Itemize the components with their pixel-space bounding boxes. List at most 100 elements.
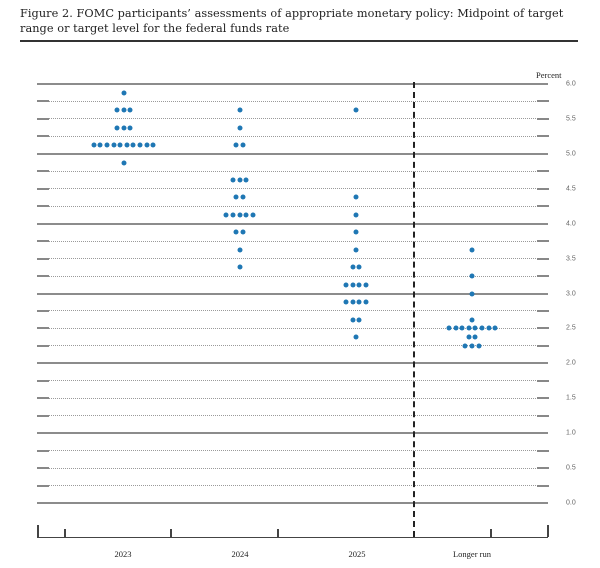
y-tick-mark: [537, 135, 549, 138]
gridline-major: [37, 502, 548, 504]
participant-dot: [111, 142, 117, 148]
participant-dot: [121, 90, 126, 96]
participant-dot: [237, 107, 242, 113]
y-tick-mark: [537, 240, 549, 243]
y-tick-mark: [37, 449, 49, 452]
gridline-minor: [37, 100, 548, 102]
y-tick-mark: [537, 327, 549, 330]
participant-dot: [353, 212, 359, 218]
participant-dot: [124, 142, 130, 148]
gridline-minor: [37, 467, 548, 469]
participant-dot: [469, 317, 475, 323]
participant-dot: [121, 160, 126, 166]
y-tick-label: 4.5: [566, 185, 576, 193]
gridline-minor: [37, 380, 548, 382]
participant-dot: [233, 229, 239, 235]
participant-dot: [469, 291, 475, 296]
gridline-major: [37, 152, 548, 155]
gridline-major: [37, 292, 548, 295]
y-tick-mark: [37, 309, 49, 312]
participant-dot: [446, 325, 452, 331]
y-tick-label: 3.5: [566, 255, 576, 263]
participant-dot: [350, 299, 356, 305]
participant-dot: [237, 247, 242, 253]
participant-dot: [472, 325, 478, 331]
gridline-minor: [37, 118, 548, 120]
participant-dot: [353, 229, 359, 235]
y-tick-mark: [37, 327, 49, 330]
participant-dot: [353, 334, 359, 340]
x-tick-mark: [277, 529, 279, 537]
participant-dot: [462, 343, 468, 349]
y-tick-label: 0.0: [566, 499, 576, 507]
participant-dot: [121, 125, 126, 131]
y-tick-label: 6.0: [566, 80, 576, 88]
participant-dot: [137, 142, 143, 148]
gridline-minor: [37, 397, 548, 399]
gridline-minor: [37, 275, 548, 277]
gridline-minor: [37, 135, 548, 137]
y-tick-mark: [37, 187, 49, 190]
participant-dot: [356, 317, 362, 323]
participant-dot: [356, 282, 362, 288]
x-label-2023: 2023: [114, 549, 132, 559]
participant-dot: [353, 107, 359, 113]
x-tick-mark: [547, 525, 549, 537]
participant-dot: [353, 194, 359, 200]
gridline-minor: [37, 205, 548, 207]
gridline-minor: [37, 415, 548, 417]
y-tick-mark: [537, 309, 549, 312]
participant-dot: [127, 107, 133, 113]
participant-dot: [350, 264, 356, 270]
y-tick-label: 3.0: [566, 290, 576, 297]
x-label-2025: 2025: [348, 549, 366, 559]
y-tick-label: 5.0: [566, 150, 576, 158]
x-tick-mark: [37, 525, 39, 537]
participant-dot: [237, 125, 242, 131]
participant-dot: [230, 212, 236, 218]
y-tick-label: 2.0: [566, 359, 576, 367]
participant-dot: [353, 247, 359, 253]
participant-dot: [127, 125, 133, 131]
gridline-minor: [37, 240, 548, 242]
participant-dot: [117, 142, 123, 148]
participant-dot: [243, 212, 249, 218]
participant-dot: [363, 299, 369, 305]
participant-dot: [469, 273, 475, 279]
participant-dot: [343, 282, 349, 288]
x-tick-mark: [490, 529, 492, 537]
y-tick-mark: [537, 467, 549, 470]
gridline-minor: [37, 450, 548, 452]
x-label-longer-run: Longer run: [452, 549, 492, 559]
y-tick-mark: [537, 449, 549, 452]
y-tick-mark: [37, 205, 49, 208]
x-axis: [37, 537, 548, 538]
participant-dot: [350, 282, 356, 288]
y-tick-mark: [537, 379, 549, 382]
y-tick-mark: [37, 135, 49, 138]
gridline-minor: [37, 188, 548, 190]
y-tick-mark: [37, 275, 49, 278]
y-tick-mark: [537, 414, 549, 417]
y-tick-mark: [37, 379, 49, 382]
y-tick-mark: [37, 467, 49, 470]
x-tick-mark: [170, 529, 172, 537]
participant-dot: [91, 142, 97, 148]
y-tick-mark: [37, 170, 49, 173]
participant-dot: [459, 325, 465, 331]
participant-dot: [469, 247, 475, 253]
y-tick-label: 2.5: [566, 324, 576, 332]
participant-dot: [130, 142, 136, 148]
y-tick-mark: [37, 414, 49, 417]
y-tick-mark: [537, 205, 549, 208]
y-tick-mark: [537, 117, 549, 120]
participant-dot: [472, 334, 478, 340]
title-rule: [20, 40, 578, 42]
participant-dot: [144, 142, 150, 148]
y-tick-mark: [37, 100, 49, 103]
participant-dot: [233, 142, 239, 148]
y-tick-mark: [537, 344, 549, 347]
y-tick-mark: [537, 275, 549, 278]
participant-dot: [240, 229, 246, 235]
